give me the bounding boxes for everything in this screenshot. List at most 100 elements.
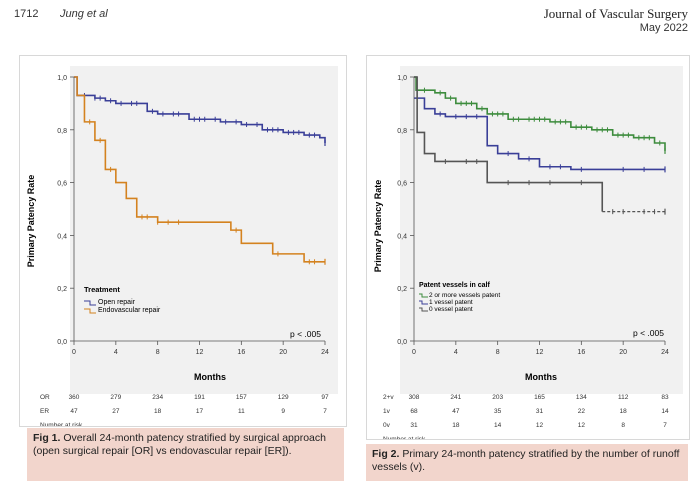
- legend-label-endo: Endovascular repair: [98, 307, 161, 314]
- y-tick-label: 0,2: [397, 286, 407, 293]
- risk-count: 47: [70, 408, 78, 415]
- risk-count: 12: [536, 422, 544, 429]
- figure1-caption-label: Fig 1.: [33, 432, 61, 444]
- y-axis-label: Primary Patency Rate: [26, 175, 36, 268]
- number-at-risk-label: Number at risk: [383, 436, 426, 439]
- y-tick-label: 1,0: [57, 75, 67, 82]
- risk-count: 7: [323, 408, 327, 415]
- risk-count: 241: [450, 394, 461, 401]
- x-axis-label: Months: [194, 372, 226, 382]
- risk-count: 203: [492, 394, 503, 401]
- legend-label-2v: 2 or more vessels patent: [429, 292, 500, 299]
- legend-swatch-open: [84, 300, 96, 306]
- legend-label-open: Open repair: [98, 299, 136, 306]
- risk-count: 18: [620, 408, 628, 415]
- risk-count: 18: [452, 422, 460, 429]
- risk-row-label: OR: [40, 394, 50, 401]
- risk-count: 83: [661, 394, 669, 401]
- figure2-caption-label: Fig 2.: [372, 448, 400, 460]
- y-tick-label: 0,4: [57, 233, 67, 240]
- legend-label-1v: 1 vessel patent: [429, 299, 473, 306]
- risk-count: 308: [409, 394, 420, 401]
- risk-count: 17: [196, 408, 204, 415]
- y-tick-label: 0,6: [397, 181, 407, 188]
- risk-count: 134: [576, 394, 587, 401]
- y-tick-label: 0,4: [397, 233, 407, 240]
- legend-swatch-1v: [419, 300, 428, 305]
- figure2-caption: Fig 2. Primary 24-month patency stratifi…: [366, 444, 688, 481]
- risk-row-label: ER: [40, 408, 49, 415]
- y-tick-label: 0,6: [57, 181, 67, 188]
- risk-count: 129: [278, 394, 289, 401]
- legend-item-1-vessel: 1 vessel patent: [419, 299, 473, 306]
- risk-count: 157: [236, 394, 247, 401]
- legend-swatch-endo: [84, 308, 96, 314]
- risk-row-label: 2+v: [383, 394, 394, 401]
- y-tick-label: 0,0: [397, 339, 407, 346]
- figure1-caption-text: Overall 24-month patency stratified by s…: [33, 432, 326, 457]
- risk-count: 360: [69, 394, 80, 401]
- p-value-annotation: p < .005: [633, 328, 664, 338]
- risk-count: 191: [194, 394, 205, 401]
- risk-count: 68: [410, 408, 418, 415]
- number-at-risk-label: Number at risk: [40, 422, 83, 426]
- risk-count: 14: [494, 422, 502, 429]
- risk-count: 31: [536, 408, 544, 415]
- risk-count: 97: [321, 394, 329, 401]
- legend-label-0v: 0 vessel patent: [429, 306, 473, 313]
- x-tick-label: 24: [661, 349, 669, 356]
- legend-item-endovascular: Endovascular repair: [84, 307, 161, 314]
- risk-count: 27: [112, 408, 120, 415]
- x-tick-label: 20: [279, 349, 287, 356]
- km-curve-open-repair: [74, 76, 326, 143]
- p-value-annotation: p < .005: [290, 329, 321, 339]
- risk-count: 14: [661, 408, 669, 415]
- risk-count: 279: [110, 394, 121, 401]
- risk-count: 8: [621, 422, 625, 429]
- legend-title: Treatment: [84, 285, 120, 294]
- risk-count: 35: [494, 408, 502, 415]
- x-tick-label: 4: [454, 349, 458, 356]
- legend-item-open-repair: Open repair: [84, 299, 136, 306]
- km-curve-2-or-more-vessels-patent: [414, 76, 666, 151]
- x-tick-label: 12: [196, 349, 204, 356]
- x-tick-label: 12: [536, 349, 544, 356]
- y-tick-label: 0,2: [57, 286, 67, 293]
- x-tick-label: 16: [237, 349, 245, 356]
- risk-count: 234: [152, 394, 163, 401]
- risk-row-label: 1v: [383, 408, 391, 415]
- risk-count: 31: [410, 422, 418, 429]
- running-authors: Jung et al: [60, 8, 108, 20]
- figure1-chart: 0,0 0,2 0,4 0,6 0,8 1,0 0 4 8 12 16 20 24 Primary Pa…: [26, 66, 338, 429]
- risk-count: 7: [663, 422, 667, 429]
- y-tick-label: 0,8: [57, 128, 67, 135]
- figure2-panel: 0,0 0,2 0,4 0,6 0,8 1,0 0 4 8 12 16 20 24 Primary Pa…: [366, 55, 690, 443]
- y-tick-label: 1,0: [397, 75, 407, 82]
- plot-background: [70, 66, 338, 394]
- x-tick-label: 4: [114, 349, 118, 356]
- plot-background: [400, 66, 683, 394]
- risk-count: 9: [281, 408, 285, 415]
- x-tick-label: 0: [412, 349, 416, 356]
- x-tick-label: 8: [156, 349, 160, 356]
- journal-title: Journal of Vascular Surgery: [543, 6, 688, 21]
- km-curve-0-vessel-patent: [414, 76, 604, 212]
- x-tick-label: 24: [321, 349, 329, 356]
- x-tick-label: 8: [496, 349, 500, 356]
- risk-row-label: 0v: [383, 422, 391, 429]
- y-tick-label: 0,0: [57, 339, 67, 346]
- y-axis-label: Primary Patency Rate: [373, 180, 383, 273]
- legend-swatch-2v: [419, 293, 428, 298]
- legend-swatch-0v: [419, 307, 428, 312]
- page-number: 1712: [14, 8, 39, 20]
- km-curve-1-vessel-patent: [414, 97, 665, 171]
- legend-item-2-vessels: 2 or more vessels patent: [419, 292, 500, 299]
- km-curve-endovascular-repair: [74, 76, 325, 263]
- x-tick-label: 20: [619, 349, 627, 356]
- risk-count: 112: [618, 394, 629, 401]
- risk-count: 12: [578, 422, 586, 429]
- x-tick-label: 16: [577, 349, 585, 356]
- x-tick-label: 0: [72, 349, 76, 356]
- risk-count: 18: [154, 408, 162, 415]
- risk-count: 47: [452, 408, 460, 415]
